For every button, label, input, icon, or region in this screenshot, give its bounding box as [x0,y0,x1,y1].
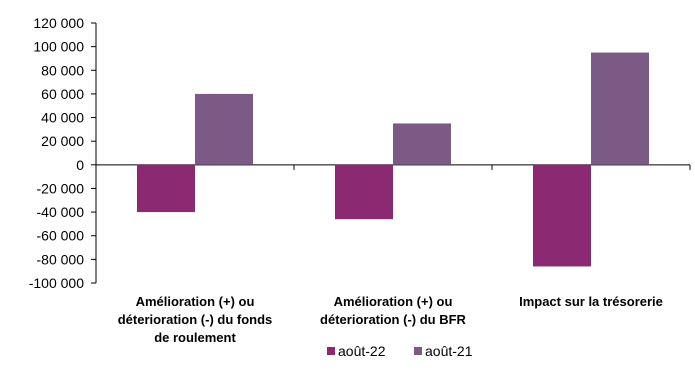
y-tick-label: -40 000 [37,204,85,220]
bar-août-21-1 [195,93,253,165]
bar-août-22-3 [533,164,591,267]
y-tick-label: 80 000 [41,62,84,78]
bars [137,52,649,267]
legend-swatch [327,347,335,355]
y-tick-label: -80 000 [37,251,85,267]
category-label: Impact sur la trésorerie [519,294,663,309]
y-tick-label: 100 000 [33,39,84,55]
category-label: Amélioration (+) ou [334,294,453,309]
y-tick-label: 0 [76,157,84,173]
category-labels: Amélioration (+) ou déterioration (-) du … [118,294,663,345]
bar-août-22-1 [137,164,195,213]
y-axis: 120 000 100 000 80 000 60 000 40 000 20 000 0 -… [29,15,97,291]
legend-label: août-22 [338,343,386,359]
y-tick-label: 120 000 [33,15,84,31]
bar-août-22-2 [335,164,393,220]
y-tick-label: -20 000 [37,180,85,196]
bar-août-21-2 [393,123,451,165]
category-label: de roulement [154,330,236,345]
bar-août-21-3 [591,52,649,165]
y-tick-label: -100 000 [29,275,84,291]
legend-label: août-21 [425,343,473,359]
y-tick-label: 20 000 [41,133,84,149]
category-label: Amélioration (+) ou [136,294,255,309]
legend-swatch [414,347,422,355]
legend: août-22 août-21 [327,343,473,359]
y-tick-label: -60 000 [37,228,85,244]
category-label: déterioration (-) du BFR [320,312,466,327]
category-label: déterioration (-) du fonds [118,312,273,327]
y-tick-label: 40 000 [41,110,84,126]
y-tick-label: 60 000 [41,86,84,102]
